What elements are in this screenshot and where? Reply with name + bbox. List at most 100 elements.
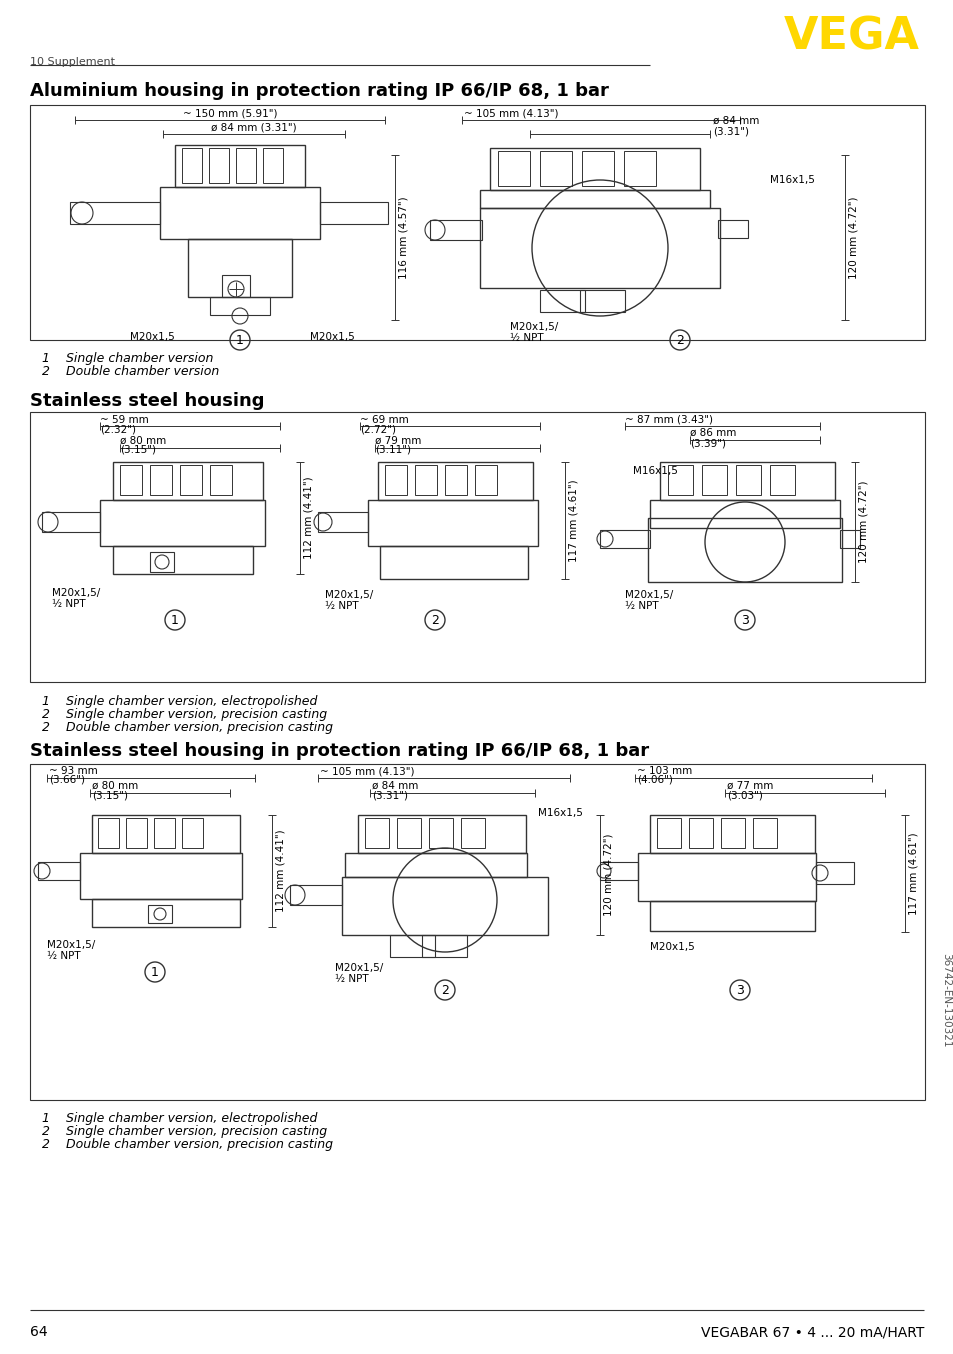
Bar — [112, 462, 263, 500]
Text: 120 mm (4.72"): 120 mm (4.72") — [603, 834, 614, 917]
Bar — [148, 904, 172, 923]
Bar — [599, 529, 649, 548]
Text: 2: 2 — [676, 333, 683, 347]
Bar — [497, 152, 530, 185]
Bar — [150, 464, 172, 496]
Bar — [429, 818, 453, 848]
Bar — [379, 546, 527, 580]
Text: ~ 69 mm: ~ 69 mm — [359, 414, 408, 425]
Bar — [120, 464, 142, 496]
Bar — [100, 500, 265, 546]
Text: 120 mm (4.72"): 120 mm (4.72") — [848, 196, 858, 279]
Text: 112 mm (4.41"): 112 mm (4.41") — [275, 830, 286, 913]
Text: Stainless steel housing: Stainless steel housing — [30, 393, 264, 410]
Bar — [430, 219, 481, 240]
Bar — [91, 815, 240, 853]
Text: 36742-EN-130321: 36742-EN-130321 — [940, 953, 950, 1047]
Bar — [30, 106, 924, 340]
Text: M20x1,5/: M20x1,5/ — [47, 940, 95, 951]
Text: ø 84 mm: ø 84 mm — [712, 116, 759, 126]
Text: 1: 1 — [171, 613, 179, 627]
Bar — [30, 764, 924, 1099]
Text: (3.39"): (3.39") — [689, 437, 725, 448]
Text: 3: 3 — [736, 983, 743, 997]
Text: 1    Single chamber version, electropolished: 1 Single chamber version, electropolishe… — [42, 695, 317, 708]
Text: ½ NPT: ½ NPT — [52, 598, 86, 609]
Bar — [222, 275, 250, 297]
Text: M16x1,5: M16x1,5 — [769, 175, 814, 185]
Text: 10 Supplement: 10 Supplement — [30, 57, 115, 66]
Bar — [599, 862, 638, 880]
Text: 117 mm (4.61"): 117 mm (4.61") — [568, 479, 578, 562]
Bar — [815, 862, 853, 884]
Bar — [112, 546, 253, 574]
Text: 2    Double chamber version: 2 Double chamber version — [42, 366, 219, 378]
Text: M20x1,5/: M20x1,5/ — [335, 963, 383, 974]
Bar — [735, 464, 760, 496]
Bar — [475, 464, 497, 496]
Text: M16x1,5: M16x1,5 — [633, 466, 678, 477]
Text: M16x1,5: M16x1,5 — [537, 808, 582, 818]
Bar — [647, 519, 841, 582]
Bar — [210, 464, 232, 496]
Bar — [490, 148, 700, 190]
Bar — [30, 412, 924, 682]
Bar — [659, 462, 834, 500]
Bar — [317, 512, 368, 532]
Text: (3.31"): (3.31") — [712, 126, 748, 135]
Bar — [444, 464, 467, 496]
Text: ~ 93 mm: ~ 93 mm — [49, 766, 97, 776]
Text: ~ 87 mm (3.43"): ~ 87 mm (3.43") — [624, 414, 712, 425]
Bar — [341, 877, 547, 936]
Text: 2    Single chamber version, precision casting: 2 Single chamber version, precision cast… — [42, 708, 327, 720]
Bar — [421, 936, 467, 957]
Text: ~ 150 mm (5.91"): ~ 150 mm (5.91") — [183, 110, 277, 119]
Text: M20x1,5/: M20x1,5/ — [624, 590, 673, 600]
Bar — [290, 886, 341, 904]
Bar — [38, 862, 80, 880]
Text: 116 mm (4.57"): 116 mm (4.57") — [398, 196, 409, 279]
Bar — [701, 464, 726, 496]
Bar — [182, 148, 202, 183]
Bar — [365, 818, 389, 848]
Bar — [368, 500, 537, 546]
Bar — [188, 240, 292, 297]
Bar — [174, 145, 305, 187]
Bar — [80, 853, 242, 899]
Bar — [210, 297, 270, 315]
Text: 120 mm (4.72"): 120 mm (4.72") — [858, 481, 868, 563]
Text: ½ NPT: ½ NPT — [510, 333, 543, 343]
Bar — [153, 818, 174, 848]
Bar — [769, 464, 794, 496]
Bar — [623, 152, 656, 185]
Bar — [479, 209, 720, 288]
Text: (2.72"): (2.72") — [359, 424, 395, 435]
Text: (3.31"): (3.31") — [372, 789, 408, 800]
Text: (3.15"): (3.15") — [91, 789, 128, 800]
Bar — [396, 818, 420, 848]
Bar — [126, 818, 147, 848]
Bar — [91, 899, 240, 927]
Text: 1    Single chamber version: 1 Single chamber version — [42, 352, 213, 366]
Text: (4.06"): (4.06") — [637, 774, 672, 785]
Bar — [98, 818, 119, 848]
Text: ~ 105 mm (4.13"): ~ 105 mm (4.13") — [463, 110, 558, 119]
Bar — [70, 202, 160, 223]
Bar — [263, 148, 283, 183]
Text: 1    Single chamber version, electropolished: 1 Single chamber version, electropolishe… — [42, 1112, 317, 1125]
Text: ½ NPT: ½ NPT — [624, 601, 658, 611]
Bar — [579, 290, 624, 311]
Bar — [720, 818, 744, 848]
Text: 2    Single chamber version, precision casting: 2 Single chamber version, precision cast… — [42, 1125, 327, 1137]
Bar — [345, 853, 526, 877]
Text: ½ NPT: ½ NPT — [47, 951, 81, 961]
Text: ø 86 mm: ø 86 mm — [689, 428, 736, 437]
Bar — [752, 818, 776, 848]
Text: M20x1,5: M20x1,5 — [130, 332, 174, 343]
Bar — [649, 815, 814, 853]
Bar — [150, 552, 173, 571]
Text: ø 80 mm: ø 80 mm — [120, 436, 166, 445]
Text: 2: 2 — [431, 613, 438, 627]
Text: M20x1,5: M20x1,5 — [310, 332, 355, 343]
Text: Aluminium housing in protection rating IP 66/IP 68, 1 bar: Aluminium housing in protection rating I… — [30, 83, 608, 100]
